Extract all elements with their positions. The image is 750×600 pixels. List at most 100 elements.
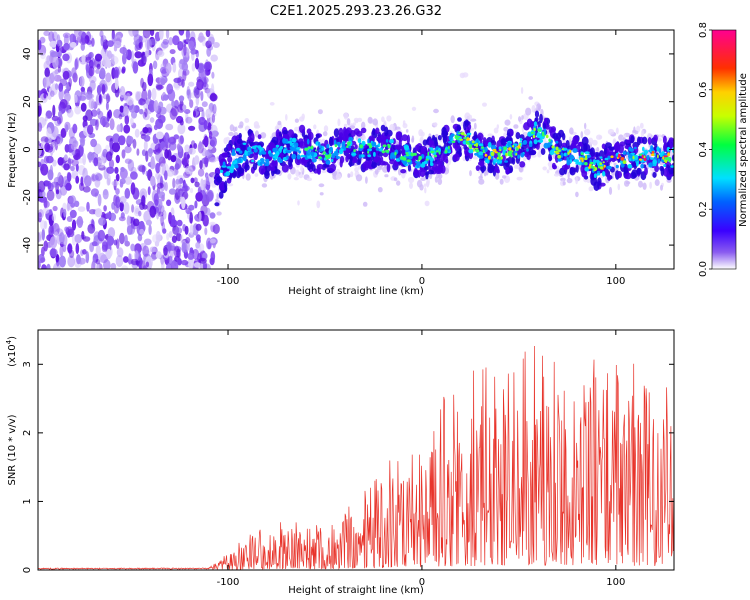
signal-core-blob: [371, 141, 377, 147]
signal-peak-blob: [585, 155, 588, 159]
noise-speckle: [140, 51, 145, 64]
faint-spectral-speckle: [588, 186, 594, 192]
noise-speckle: [82, 153, 87, 166]
signal-band-blob: [429, 143, 436, 149]
signal-band-blob: [338, 127, 344, 137]
faint-spectral-speckle: [562, 181, 566, 186]
signal-peak-blob: [329, 153, 332, 157]
signal-core-blob: [235, 147, 241, 152]
noise-speckle: [211, 71, 215, 79]
noise-speckle: [63, 163, 70, 171]
spectrogram-x-ticks: -100 0 100: [217, 30, 625, 287]
signal-core-blob: [348, 136, 354, 142]
noise-speckle: [93, 157, 99, 167]
noise-speckle: [63, 42, 70, 51]
signal-band-blob: [475, 165, 481, 172]
faint-spectral-speckle: [261, 183, 268, 188]
signal-core-blob: [595, 159, 600, 163]
signal-peak-blob: [667, 152, 670, 157]
faint-spectral-speckle: [277, 120, 282, 126]
signal-core-blob: [279, 145, 284, 150]
signal-core-blob: [478, 151, 483, 156]
noise-speckle: [126, 215, 131, 226]
signal-core-blob: [282, 138, 287, 144]
faint-spectral-speckle: [607, 128, 615, 135]
noise-speckle: [212, 42, 220, 48]
noise-speckle: [106, 177, 111, 186]
faint-spectral-speckle: [639, 122, 644, 129]
noise-speckle: [132, 61, 139, 74]
signal-core-blob: [498, 146, 502, 150]
faint-spectral-speckle: [469, 170, 472, 177]
noise-speckle: [143, 103, 149, 110]
signal-peak-blob: [475, 149, 480, 153]
signal-peak-blob: [668, 158, 672, 163]
noise-speckle: [157, 50, 165, 57]
signal-band-blob: [253, 152, 258, 161]
noise-speckle: [43, 76, 52, 88]
noise-speckle: [56, 117, 62, 125]
noise-speckle: [41, 118, 47, 126]
faint-spectral-speckle: [216, 193, 219, 200]
faint-spectral-speckle: [216, 211, 222, 216]
signal-core-blob: [351, 153, 357, 156]
faint-spectral-speckle: [386, 115, 392, 122]
signal-band-blob: [307, 162, 311, 171]
noise-speckle: [71, 67, 77, 79]
faint-spectral-speckle: [365, 176, 368, 184]
noise-speckle: [100, 211, 106, 219]
noise-speckle: [45, 155, 54, 164]
signal-core-blob: [593, 173, 597, 178]
signal-core-blob: [646, 154, 650, 161]
faint-spectral-speckle: [649, 181, 652, 189]
faint-spectral-speckle: [480, 173, 483, 179]
noise-speckle: [87, 151, 95, 161]
signal-peak-blob: [602, 161, 605, 164]
noise-speckle: [188, 125, 196, 131]
signal-band-blob: [519, 134, 525, 140]
noise-speckle: [200, 90, 204, 102]
signal-band-blob: [264, 170, 270, 179]
noise-speckle: [91, 261, 96, 269]
noise-speckle: [80, 102, 87, 112]
noise-speckle: [203, 77, 207, 88]
signal-band-blob: [537, 120, 541, 129]
signal-peak-blob: [430, 150, 435, 154]
noise-speckle: [82, 236, 91, 242]
faint-spectral-speckle: [560, 177, 566, 182]
faint-spectral-speckle: [424, 200, 430, 207]
signal-band-blob: [617, 171, 622, 179]
noise-speckle: [145, 170, 149, 177]
signal-core-blob: [478, 155, 484, 159]
noise-speckle: [134, 44, 139, 52]
noise-speckle: [130, 258, 139, 266]
noise-speckle: [164, 170, 168, 181]
signal-peak-blob: [413, 152, 417, 156]
noise-speckle: [193, 262, 201, 268]
noise-speckle: [209, 93, 218, 102]
signal-peak-blob: [438, 151, 441, 155]
faint-spectral-speckle: [319, 192, 324, 196]
noise-speckle: [180, 234, 184, 245]
noise-speckle: [66, 201, 70, 212]
signal-peak-blob: [589, 161, 594, 165]
signal-band-blob: [372, 128, 376, 136]
noise-speckle: [198, 140, 202, 150]
noise-speckle: [139, 228, 145, 235]
faint-spectral-speckle: [438, 173, 443, 179]
faint-spectral-speckle: [617, 183, 621, 191]
noise-speckle: [152, 60, 158, 70]
signal-peak-blob: [417, 159, 420, 162]
noise-speckle: [168, 37, 174, 46]
signal-peak-blob: [447, 145, 450, 150]
noise-speckle: [210, 54, 218, 62]
snr-series-line: [38, 345, 674, 570]
noise-speckle: [135, 91, 141, 102]
faint-spectral-speckle: [254, 173, 259, 177]
noise-speckle: [166, 199, 172, 207]
faint-spectral-speckle: [229, 124, 235, 132]
signal-peak-blob: [567, 151, 570, 155]
noise-speckle: [130, 171, 138, 180]
signal-core-blob: [633, 146, 637, 150]
signal-core-blob: [348, 145, 351, 149]
